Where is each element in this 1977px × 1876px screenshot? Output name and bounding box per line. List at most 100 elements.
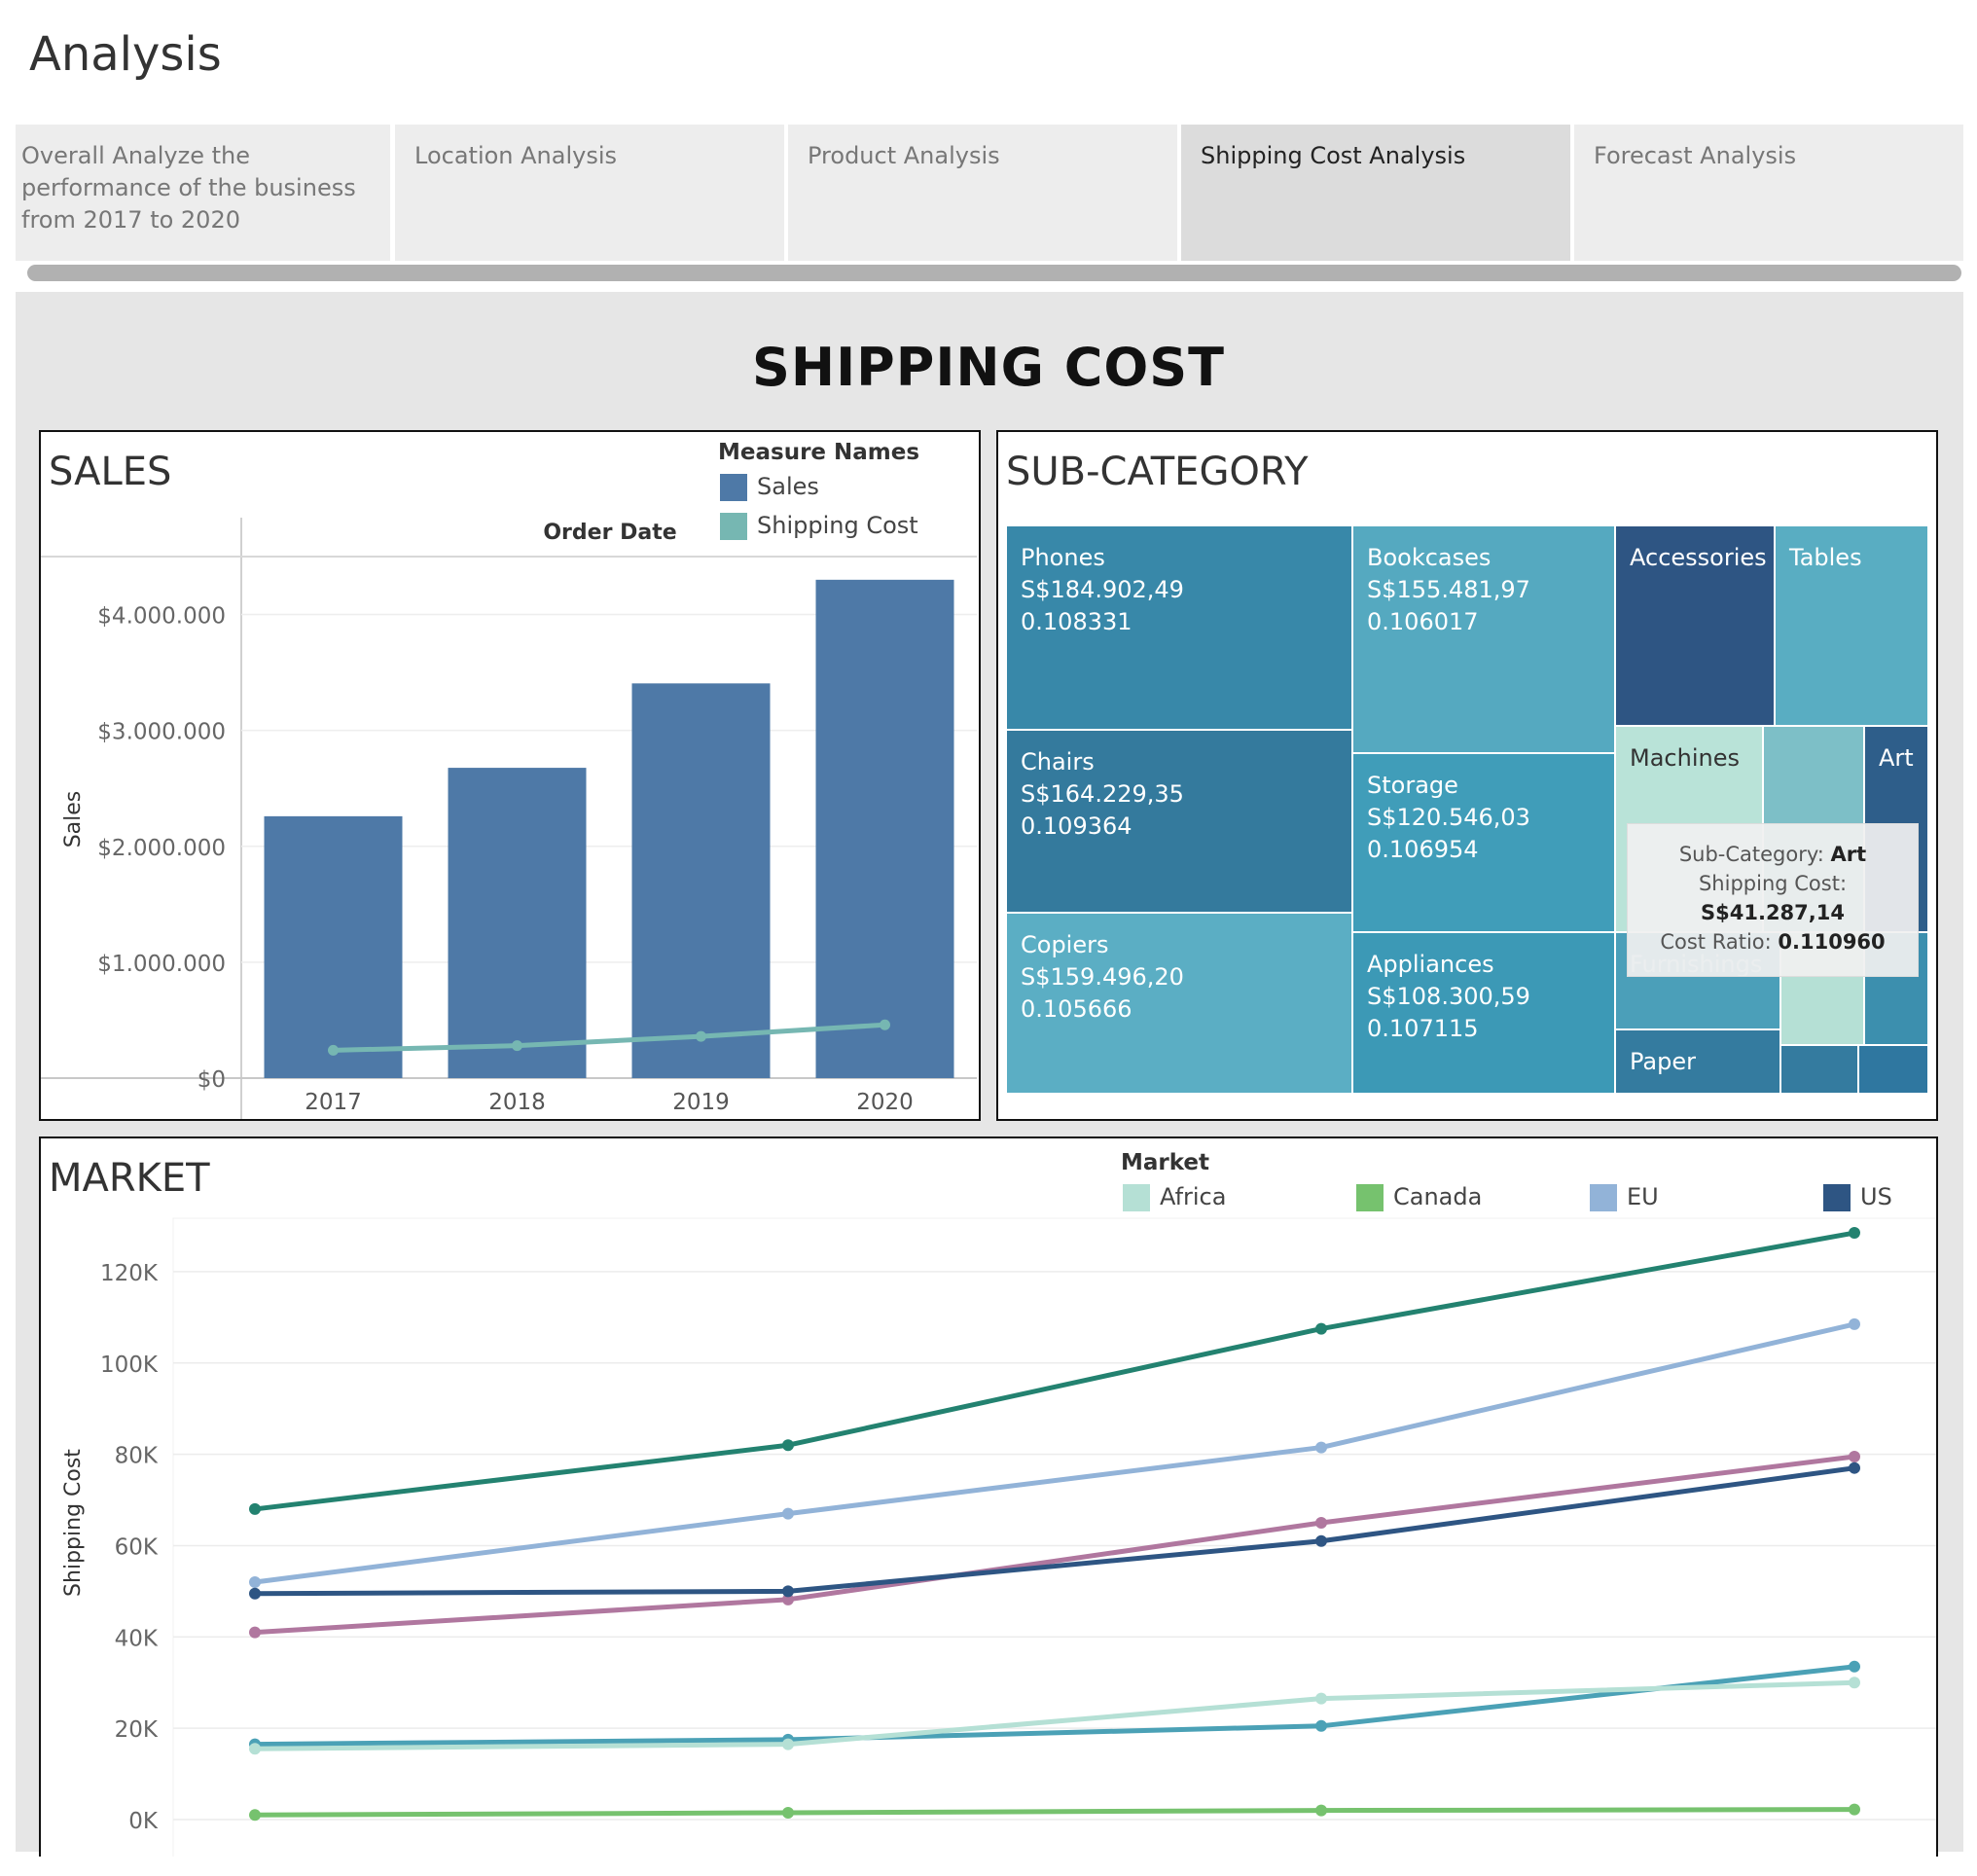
market-line-apac (254, 1230, 1855, 1512)
sales-panel-title: SALES (49, 450, 172, 494)
treemap-cell-paper[interactable]: Paper (1615, 1029, 1780, 1094)
x-tick-label: 2020 (856, 1090, 914, 1115)
legend-label-sales: Sales (757, 473, 819, 500)
treemap-cell-accessories[interactable]: Accessories (1615, 525, 1775, 726)
market-line-emea (254, 1664, 1855, 1748)
treemap-name: Storage (1367, 772, 1458, 799)
sales-bar-2020 (815, 579, 954, 1078)
treemap-cell-storage[interactable]: Storage S$120.546,03 0.106954 (1352, 753, 1615, 932)
treemap-cell-appliances[interactable]: Appliances S$108.300,59 0.107115 (1352, 932, 1615, 1094)
legend-label-eu: EU (1627, 1183, 1659, 1210)
sales-legend-title: Measure Names (718, 440, 920, 465)
market-line-latam (254, 1454, 1855, 1636)
legend-swatch-canada (1356, 1184, 1384, 1211)
market-point-apac-2020 (1849, 1227, 1860, 1240)
page-title: Analysis (29, 27, 222, 82)
tab-shipping-cost-analysis[interactable]: Shipping Cost Analysis (1181, 125, 1570, 261)
treemap-name: Tables (1789, 544, 1862, 571)
market-point-latam-2020 (1849, 1450, 1860, 1462)
treemap-ratio: 0.106017 (1367, 608, 1479, 635)
treemap-value: S$159.496,20 (1021, 963, 1184, 991)
treemap-cell-small[interactable] (1780, 1045, 1858, 1094)
y-axis-title: Sales (61, 791, 86, 848)
sales-bar-2017 (264, 815, 403, 1078)
treemap-cell-tables[interactable]: Tables (1775, 525, 1928, 726)
market-line-canada (254, 1807, 1855, 1818)
legend-swatch-sales (720, 474, 747, 501)
legend-item-africa[interactable]: Africa (1123, 1183, 1226, 1211)
story-tabs: Overall Analyze the performance of the b… (16, 125, 1963, 261)
shipping-cost-point-2019 (696, 1030, 706, 1042)
treemap-value: S$164.229,35 (1021, 780, 1184, 808)
treemap-cell-phones[interactable]: Phones S$184.902,49 0.108331 (1006, 525, 1352, 730)
legend-item-eu[interactable]: EU (1590, 1183, 1659, 1211)
tooltip-shipping-value: S$41.287,14 (1701, 901, 1845, 924)
tab-overall[interactable]: Overall Analyze the performance of the b… (16, 125, 390, 261)
y-axis-title: Shipping Cost (61, 1449, 86, 1597)
treemap-cell-small[interactable] (1858, 1045, 1928, 1094)
treemap-name: Phones (1021, 544, 1105, 571)
market-point-us-2018 (782, 1585, 794, 1598)
market-point-canada-2019 (1315, 1804, 1327, 1817)
x-tick-label: 2019 (672, 1090, 730, 1115)
y-tick-label: 40K (115, 1626, 159, 1651)
shipping-cost-point-2017 (328, 1044, 339, 1056)
y-tick-label: 100K (100, 1353, 159, 1378)
legend-item-sales[interactable]: Sales (720, 473, 819, 501)
market-legend-title: Market (1121, 1150, 1210, 1175)
tab-location-analysis[interactable]: Location Analysis (395, 125, 784, 261)
market-point-africa-2018 (782, 1738, 794, 1750)
treemap-value: S$155.481,97 (1367, 576, 1530, 603)
dashboard-title: SHIPPING COST (751, 337, 1225, 398)
treemap-cell-chairs[interactable]: Chairs S$164.229,35 0.109364 (1006, 730, 1352, 913)
market-point-us-2020 (1849, 1461, 1860, 1474)
legend-label-us: US (1860, 1183, 1892, 1210)
sales-bar-2019 (631, 683, 771, 1078)
market-line-us (254, 1465, 1855, 1597)
story-scrollbar[interactable] (27, 265, 1961, 281)
market-point-eu-2018 (782, 1507, 794, 1520)
sales-panel: SALES Measure Names Sales Shipping Cost … (39, 430, 981, 1121)
market-line-eu (254, 1321, 1855, 1585)
legend-item-shipping-cost[interactable]: Shipping Cost (720, 512, 918, 540)
treemap-name: Accessories (1630, 544, 1767, 571)
shipping-cost-point-2018 (512, 1040, 522, 1052)
tab-forecast-analysis[interactable]: Forecast Analysis (1574, 125, 1963, 261)
legend-swatch-shipping-cost (720, 513, 747, 540)
tooltip-subcategory-value: Art (1830, 843, 1867, 866)
y-tick-label: $0 (198, 1067, 226, 1093)
market-point-latam-2017 (249, 1626, 261, 1639)
legend-item-us[interactable]: US (1823, 1183, 1892, 1211)
legend-item-canada[interactable]: Canada (1356, 1183, 1482, 1211)
legend-label-shipping-cost: Shipping Cost (757, 512, 918, 539)
market-point-emea-2019 (1315, 1719, 1327, 1732)
treemap-cell-copiers[interactable]: Copiers S$159.496,20 0.105666 (1006, 913, 1352, 1094)
treemap-value: S$120.546,03 (1367, 804, 1530, 831)
tooltip-ratio-value: 0.110960 (1778, 930, 1886, 954)
y-tick-label: 80K (115, 1444, 159, 1469)
legend-swatch-us (1823, 1184, 1851, 1211)
market-line-africa (254, 1679, 1855, 1751)
market-point-canada-2018 (782, 1806, 794, 1819)
sales-bar-2018 (448, 768, 587, 1078)
treemap-ratio: 0.105666 (1021, 995, 1132, 1023)
market-chart: 0K 20K 40K 60K 80K 100K 120K Shipping Cost (61, 1217, 1936, 1857)
market-panel: MARKET Market Africa Canada EU US APAC E… (39, 1136, 1938, 1857)
treemap-ratio: 0.109364 (1021, 812, 1132, 840)
treemap-cell-bookcases[interactable]: Bookcases S$155.481,97 0.106017 (1352, 525, 1615, 753)
x-tick-label: 2017 (305, 1090, 362, 1115)
x-column-header: Order Date (543, 521, 676, 545)
tooltip-shipping-label: Shipping Cost: (1698, 872, 1848, 895)
legend-label-africa: Africa (1160, 1183, 1227, 1210)
legend-swatch-africa (1123, 1184, 1150, 1211)
market-point-canada-2020 (1849, 1803, 1860, 1816)
market-point-us-2017 (249, 1587, 261, 1600)
tooltip-ratio-label: Cost Ratio: (1660, 930, 1772, 954)
tab-product-analysis[interactable]: Product Analysis (788, 125, 1177, 261)
treemap-ratio: 0.108331 (1021, 608, 1132, 635)
sales-chart: $0 $1.000.000 $2.000.000 $3.000.000 $4.000.0… (41, 518, 977, 1119)
market-point-africa-2020 (1849, 1677, 1860, 1689)
market-point-eu-2019 (1315, 1441, 1327, 1454)
market-point-eu-2020 (1849, 1317, 1860, 1330)
market-point-apac-2017 (249, 1502, 261, 1515)
